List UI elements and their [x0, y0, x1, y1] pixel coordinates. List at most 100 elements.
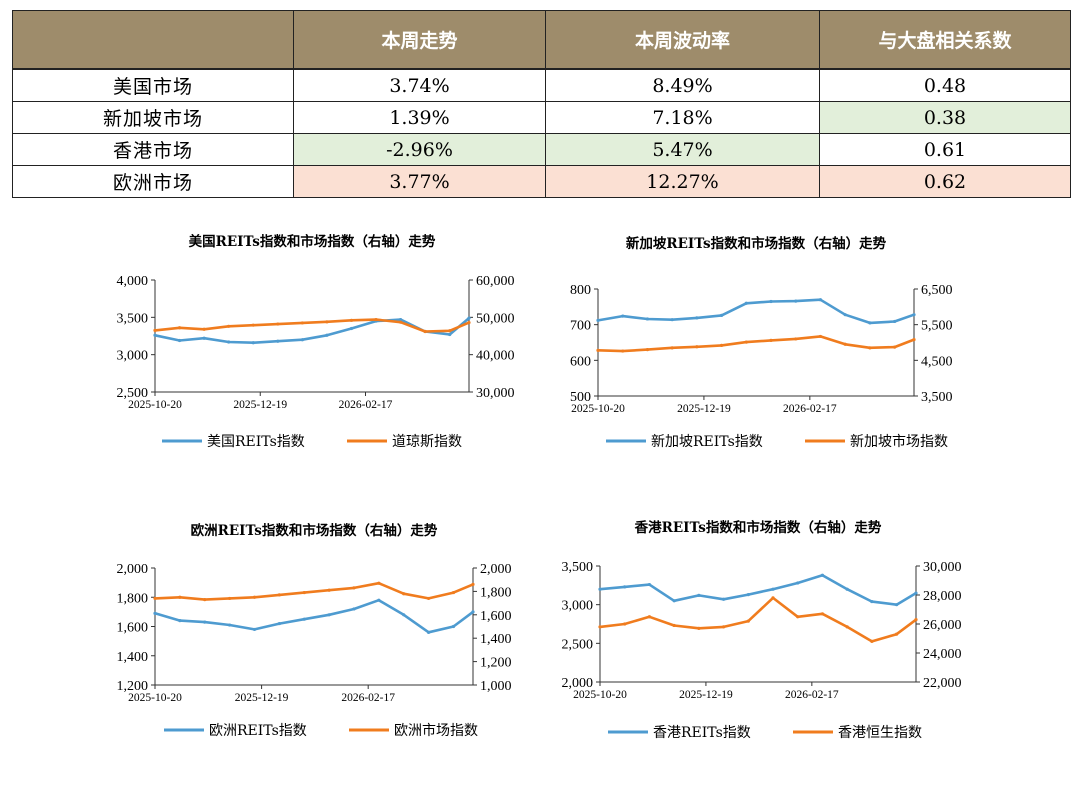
right-tick-label: 1,000	[480, 679, 512, 694]
reit-index-point	[796, 581, 800, 585]
left-tick-label: 600	[570, 354, 591, 369]
market-index-point	[426, 596, 431, 601]
reit-index-point	[695, 316, 699, 320]
reit-index-point	[325, 333, 329, 337]
legend-label-market: 欧洲市场指数	[394, 722, 478, 739]
reit-index-point	[744, 301, 748, 305]
reit-index-point	[467, 316, 471, 320]
market-index-point	[327, 588, 331, 592]
header-weekly-trend: 本周走势	[293, 10, 546, 70]
legend-label-reit: 新加坡REITs指数	[651, 434, 763, 450]
left-tick-label: 2,500	[117, 386, 149, 401]
row-label: 香港市场	[12, 133, 294, 166]
right-tick-label: 1,200	[480, 656, 512, 671]
market-index-point	[398, 320, 403, 324]
left-tick-label: 800	[570, 283, 591, 298]
right-tick-label: 30,000	[923, 560, 962, 575]
market-index-point	[697, 626, 701, 630]
right-tick-label: 6,500	[921, 283, 953, 298]
reit-index-point	[647, 582, 652, 587]
market-index-point	[820, 612, 825, 616]
right-tick-label: 60,000	[476, 274, 515, 289]
x-tick-label: 2025-10-20	[128, 399, 182, 411]
legend-label-market: 新加坡市场指数	[850, 433, 948, 450]
market-index-point	[645, 348, 650, 352]
market-index-point	[302, 590, 306, 595]
reit-index-point	[202, 336, 206, 340]
table-row: 美国市场 3.74% 8.49% 0.48	[12, 68, 1071, 102]
market-index-point	[276, 322, 280, 326]
market-index-point	[227, 324, 231, 328]
reit-index-point	[276, 339, 280, 343]
reit-index-point	[818, 298, 823, 302]
reit-index-point	[402, 613, 406, 617]
market-index-point	[892, 345, 897, 349]
left-tick-label: 500	[570, 390, 591, 405]
reit-index-point	[771, 587, 775, 591]
right-tick-label: 1,800	[480, 585, 512, 600]
reit-index-point	[227, 340, 231, 344]
left-tick-label: 2,000	[117, 562, 149, 577]
market-index-point	[153, 596, 157, 601]
market-index-point	[845, 625, 849, 629]
market-index-point	[769, 338, 773, 342]
market-index-point	[374, 317, 378, 322]
right-tick-label: 22,000	[923, 676, 962, 691]
chart-title: 美国REITs指数和市场指数（右轴）走势	[189, 233, 436, 250]
right-tick-label: 50,000	[476, 311, 515, 326]
reit-index-point	[845, 587, 849, 591]
market-index-point	[178, 595, 182, 599]
reit-index-point	[719, 313, 724, 317]
table-row: 新加坡市场 1.39% 7.18% 0.38	[12, 101, 1071, 134]
chart-us: 美国REITs指数和市场指数（右轴）走势 4,000 3,500 3,000 2,500…	[117, 233, 515, 450]
market-index-point	[621, 349, 625, 353]
chart-title: 新加坡REITs指数和市场指数（右轴）走势	[626, 235, 887, 252]
right-tick-label: 5,500	[921, 319, 953, 334]
legend-label-market: 道琼斯指数	[392, 434, 462, 450]
right-tick-label: 28,000	[923, 589, 962, 604]
legend-label-reit: 欧洲REITs指数	[209, 723, 307, 739]
market-index-point	[868, 346, 872, 350]
reit-index-point	[302, 617, 306, 621]
market-index-point	[794, 337, 798, 341]
market-index-point	[467, 320, 471, 325]
reit-index-point	[252, 627, 257, 632]
reit-index-point	[203, 620, 207, 624]
market-index-point	[228, 596, 232, 601]
table-row: 欧洲市场 3.77% 12.27% 0.62	[12, 165, 1071, 198]
left-tick-label: 1,800	[117, 591, 149, 606]
market-index-point	[746, 619, 750, 623]
reit-index-point	[349, 326, 354, 331]
reit-index-point	[794, 299, 798, 303]
market-index-point	[177, 326, 182, 330]
market-index-point	[721, 625, 726, 629]
chart-sg-panel: 新加坡REITs指数和市场指数（右轴）走势 800 700 600 500 6,500 5,…	[540, 225, 1080, 505]
cell-weekly-trend: 1.39%	[293, 101, 546, 134]
row-label: 美国市场	[12, 68, 294, 102]
reit-index-point	[153, 611, 157, 615]
market-index-point	[870, 639, 874, 643]
market-index-point	[377, 581, 381, 585]
reit-index-point	[327, 613, 331, 617]
market-index-point	[251, 323, 255, 327]
row-label: 新加坡市场	[12, 101, 294, 134]
reit-index-point	[670, 318, 674, 322]
market-index-point	[252, 595, 257, 599]
reit-index-point	[870, 599, 874, 604]
cell-weekly-volatility: 7.18%	[545, 101, 820, 134]
reit-index-point	[843, 313, 847, 317]
market-index-point	[771, 596, 775, 600]
reit-index-point	[894, 603, 899, 607]
reit-index-point	[697, 593, 701, 597]
left-tick-label: 1,400	[117, 650, 149, 665]
right-tick-label: 2,000	[480, 562, 512, 577]
cell-weekly-volatility: 5.47%	[545, 133, 820, 166]
reit-index-point	[377, 598, 381, 602]
reit-index-point	[178, 619, 182, 623]
chart-sg: 新加坡REITs指数和市场指数（右轴）走势 800 700 600 500 6,500 5,…	[570, 235, 953, 450]
market-index-point	[796, 615, 800, 619]
market-index-point	[914, 618, 918, 622]
reit-index-point	[451, 624, 456, 629]
market-index-line	[154, 318, 470, 333]
x-tick-label: 2025-12-19	[677, 403, 731, 415]
